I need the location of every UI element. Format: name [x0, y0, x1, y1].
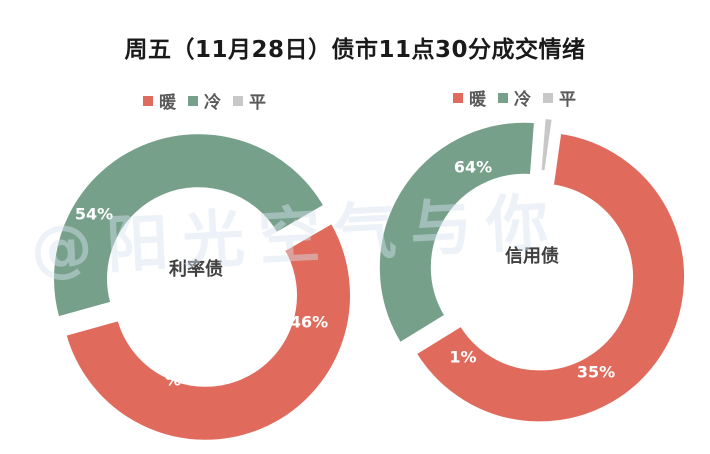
- slice-label-1-0: 64%: [454, 158, 492, 177]
- legend-swatch-cold: [498, 92, 508, 103]
- slice-label-1-1: 35%: [577, 363, 615, 382]
- donut-slice-1-2: [538, 115, 555, 174]
- legend-item-cold: 冷: [498, 85, 531, 110]
- slice-label-0-0: 54%: [75, 205, 113, 224]
- chart-title: 周五（11月28日）债市11点30分成交情绪: [124, 37, 586, 63]
- slice-label-0-2: %: [165, 371, 181, 390]
- legend-swatch-warm: [453, 92, 463, 103]
- legend-swatch-flat: [543, 92, 553, 103]
- legend-item-warm: 暖: [453, 85, 486, 110]
- legend-swatch-flat: [233, 95, 243, 106]
- slice-label-1-2: 1%: [449, 348, 476, 367]
- legend-label-warm: 暖: [159, 93, 176, 113]
- legend-item-cold: 冷: [188, 88, 221, 113]
- legend-swatch-cold: [188, 95, 198, 106]
- legend-item-flat: 平: [543, 85, 576, 110]
- center-label-0: 利率债: [169, 258, 223, 280]
- donut-slice-1-1: [376, 119, 538, 346]
- legend-item-flat: 平: [233, 88, 266, 113]
- slice-label-0-1: 46%: [290, 313, 328, 332]
- donut-slice-0-0: [63, 220, 353, 443]
- donut-slice-1-0: [413, 130, 688, 425]
- legend-label-cold: 冷: [514, 90, 531, 110]
- legend-label-cold: 冷: [204, 93, 221, 113]
- donut-slice-0-1: [51, 131, 328, 320]
- legend-left: 暖 冷 平: [143, 88, 278, 113]
- legend-swatch-warm: [143, 95, 153, 106]
- legend-label-warm: 暖: [469, 90, 486, 110]
- legend-item-warm: 暖: [143, 88, 176, 113]
- legend-right: 暖 冷 平: [453, 85, 588, 110]
- legend-label-flat: 平: [559, 90, 576, 110]
- center-label-1: 信用债: [505, 245, 559, 267]
- legend-label-flat: 平: [249, 93, 266, 113]
